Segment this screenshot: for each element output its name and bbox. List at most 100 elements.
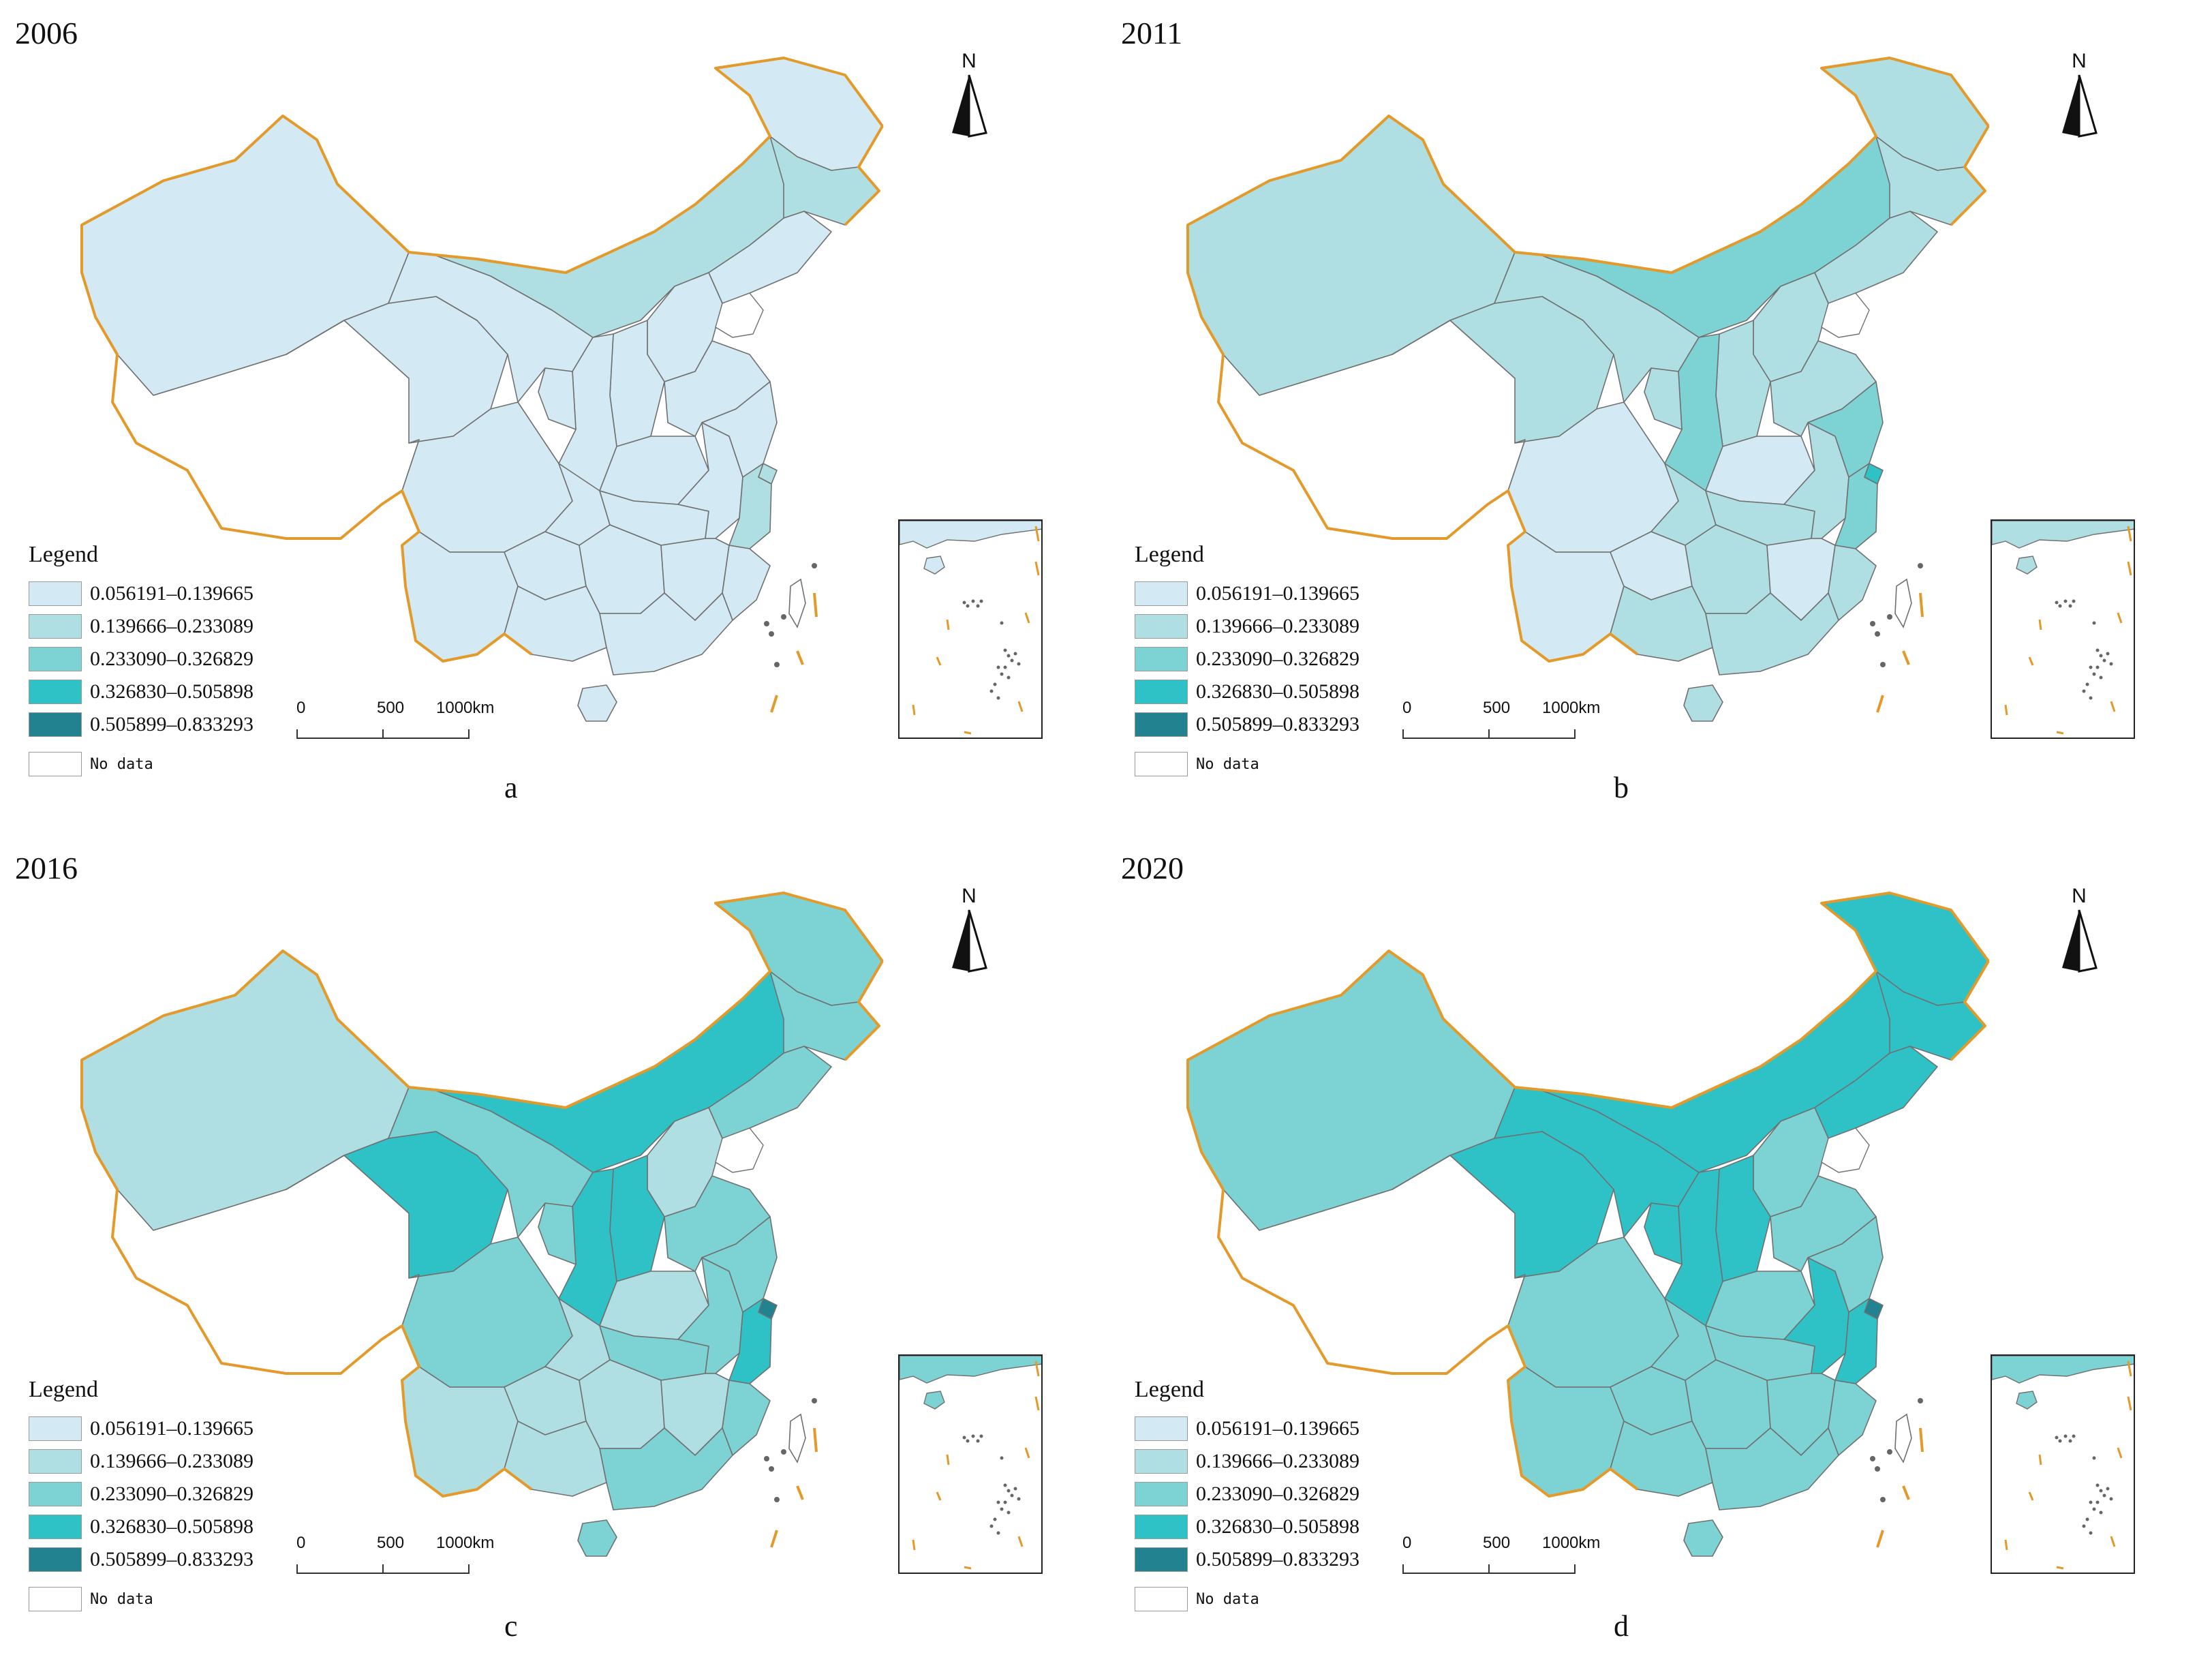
legend-swatch (29, 680, 82, 704)
national-border (844, 960, 884, 1061)
scale-bar-tick (1488, 729, 1490, 739)
maritime-boundary-dash (796, 650, 804, 665)
province-ningxia (538, 1202, 577, 1265)
province-ningxia (1644, 367, 1683, 430)
legend-swatch (1135, 1587, 1188, 1611)
coastal-island (1887, 1449, 1892, 1455)
legend-label: 0.139666–0.233089 (1196, 1450, 1360, 1472)
north-arrow: N (949, 886, 989, 978)
coastal-island (1918, 563, 1923, 568)
legend-swatch (1135, 1482, 1188, 1506)
legend-item: 0.326830–0.505898 (29, 1510, 254, 1543)
legend-item: 0.233090–0.326829 (29, 1478, 254, 1510)
legend-label: 0.233090–0.326829 (90, 648, 254, 670)
province-guangxi (1610, 1421, 1713, 1497)
scale-label: 0 (296, 699, 306, 717)
panel-letter: d (1614, 1609, 1629, 1643)
province-fujian (722, 545, 771, 621)
scale-bar: 0 500 1000km (1402, 699, 1600, 746)
maritime-boundary-dash (796, 1485, 804, 1500)
scale-bar-tick (1488, 1564, 1490, 1574)
coastal-island (774, 1497, 780, 1502)
maritime-boundary-dash (1919, 1427, 1924, 1453)
scale-bar: 0 500 1000km (1402, 1534, 1600, 1581)
province-jiangsu (701, 1216, 778, 1313)
map-panel-2006: 2006 a Legend 0.056191–0.139665 0.139666–0.2… (0, 0, 1106, 835)
legend-swatch (29, 1547, 82, 1572)
legend-title: Legend (29, 542, 98, 567)
taiwan-island (788, 1413, 806, 1463)
province-guangdong (1705, 592, 1839, 675)
legend-swatch (29, 1482, 82, 1506)
coastal-island (781, 614, 786, 620)
legend-swatch (29, 1515, 82, 1539)
bohai-sea (715, 292, 764, 338)
province-qinghai (1392, 1131, 1614, 1279)
panel-year: 2006 (15, 16, 78, 50)
panel-year: 2011 (1121, 16, 1183, 50)
province-guangdong (599, 592, 733, 675)
north-arrow-icon (952, 74, 987, 138)
legend-label: No data (90, 755, 153, 773)
coastal-island (781, 1449, 786, 1455)
legend-item: 0.326830–0.505898 (1135, 675, 1360, 708)
legend-label: 0.139666–0.233089 (90, 615, 254, 637)
national-border (1950, 125, 1990, 226)
legend-label: 0.233090–0.326829 (1196, 648, 1360, 670)
legend-title: Legend (1135, 542, 1204, 567)
maritime-boundary-dash (813, 592, 818, 618)
legend-swatch (1135, 752, 1188, 776)
maritime-boundary-dash (770, 1530, 778, 1548)
south-china-sea-inset (1991, 519, 2135, 739)
province-hainan (577, 684, 617, 722)
legend: Legend 0.056191–0.139665 0.139666–0.233089… (29, 542, 254, 780)
coastal-island (1870, 1456, 1875, 1461)
legend-label: 0.505899–0.833293 (90, 1548, 254, 1570)
legend-item: 0.326830–0.505898 (29, 675, 254, 708)
province-hainan (1683, 1519, 1723, 1557)
panel-letter: a (504, 771, 518, 804)
legend: Legend 0.056191–0.139665 0.139666–0.233089… (29, 1377, 254, 1615)
north-arrow: N (2059, 886, 2100, 978)
scale-label: 500 (1483, 1534, 1511, 1552)
north-label: N (2072, 50, 2087, 72)
province-fujian (1828, 545, 1877, 621)
legend-label: 0.056191–0.139665 (1196, 582, 1360, 605)
province-hainan (577, 1519, 617, 1557)
panel-year: 2020 (1121, 851, 1184, 885)
scale-bar-tick (382, 729, 384, 739)
maritime-boundary-dash (813, 1427, 818, 1453)
legend-swatch (29, 647, 82, 671)
scale-bar-tick (382, 1564, 384, 1574)
coastal-island (1870, 621, 1875, 626)
north-arrow-icon (952, 909, 987, 973)
coastal-island (769, 631, 774, 637)
scale-label: 500 (377, 699, 405, 717)
province-qinghai (286, 1131, 508, 1279)
legend-item-no-data: No data (1135, 1583, 1360, 1615)
taiwan-island (1894, 578, 1912, 628)
bohai-sea (1821, 292, 1870, 338)
north-arrow-icon (2062, 909, 2098, 973)
scale-label: 0 (1402, 1534, 1412, 1552)
legend-label: 0.505899–0.833293 (1196, 713, 1360, 735)
legend-label: No data (90, 1590, 153, 1608)
legend-item: 0.505899–0.833293 (29, 1543, 254, 1576)
legend-item: 0.139666–0.233089 (1135, 1445, 1360, 1478)
legend-swatch (1135, 1515, 1188, 1539)
coastal-island (1880, 662, 1886, 667)
province-heilongjiang (1821, 892, 1989, 1006)
legend-item: 0.505899–0.833293 (1135, 708, 1360, 741)
legend-item: 0.505899–0.833293 (1135, 1543, 1360, 1576)
coastal-island (1918, 1398, 1923, 1403)
map-panel-2020: 2020 d Legend 0.056191–0.139665 0.139666–0.2… (1106, 835, 2212, 1670)
legend-swatch (29, 712, 82, 737)
legend-label: 0.505899–0.833293 (90, 713, 254, 735)
legend-title: Legend (1135, 1377, 1204, 1402)
legend-label: 0.326830–0.505898 (1196, 1515, 1360, 1538)
legend: Legend 0.056191–0.139665 0.139666–0.233089… (1135, 542, 1360, 780)
taiwan-island (1894, 1413, 1912, 1463)
panel-letter: c (504, 1609, 518, 1643)
south-china-sea-inset (1991, 1354, 2135, 1574)
taiwan-island (788, 578, 806, 628)
